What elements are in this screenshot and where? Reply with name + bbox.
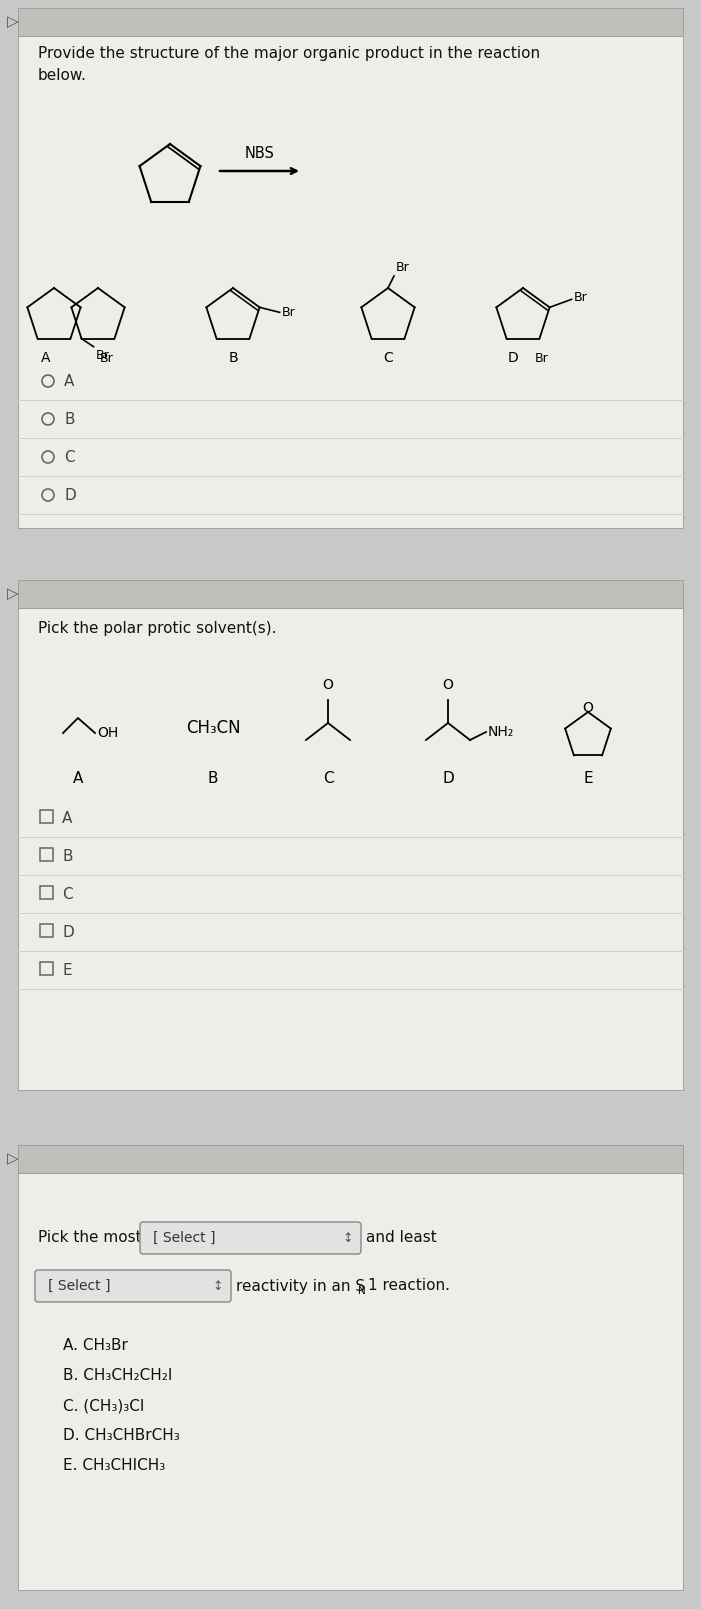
Text: Br: Br — [396, 261, 410, 274]
Text: C: C — [322, 771, 333, 787]
Text: B: B — [64, 412, 74, 426]
Text: A: A — [73, 771, 83, 787]
FancyBboxPatch shape — [35, 1270, 231, 1302]
Text: A: A — [62, 811, 72, 825]
Text: C. (CH₃)₃CI: C. (CH₃)₃CI — [63, 1398, 144, 1413]
Text: Pick the most: Pick the most — [38, 1231, 142, 1245]
Bar — [18, 579, 683, 608]
Bar — [40, 848, 53, 861]
Bar — [40, 887, 53, 899]
Text: C: C — [383, 351, 393, 365]
Text: B. CH₃CH₂CH₂I: B. CH₃CH₂CH₂I — [63, 1369, 172, 1384]
Bar — [18, 1173, 683, 1590]
Text: Provide the structure of the major organic product in the reaction: Provide the structure of the major organ… — [38, 47, 540, 61]
Text: ▷: ▷ — [7, 1152, 19, 1167]
Text: OH: OH — [97, 726, 118, 740]
Text: E: E — [62, 962, 72, 978]
Text: NH₂: NH₂ — [488, 726, 515, 739]
Text: ▷: ▷ — [7, 587, 19, 602]
Text: and least: and least — [366, 1231, 437, 1245]
Text: A: A — [64, 373, 74, 388]
Bar — [18, 35, 683, 528]
Text: D: D — [64, 488, 76, 502]
Bar — [18, 1146, 683, 1173]
Bar — [40, 809, 53, 822]
Text: CH₃CN: CH₃CN — [186, 719, 240, 737]
Text: C: C — [64, 449, 74, 465]
Text: Br: Br — [282, 306, 295, 319]
Text: ▷: ▷ — [7, 14, 19, 29]
Text: O: O — [322, 677, 334, 692]
Text: D: D — [442, 771, 454, 787]
Text: B: B — [207, 771, 218, 787]
Text: O: O — [442, 677, 454, 692]
Bar — [18, 608, 683, 1089]
Text: N: N — [358, 1286, 366, 1295]
Text: 1 reaction.: 1 reaction. — [368, 1279, 450, 1294]
Text: D: D — [508, 351, 518, 365]
FancyBboxPatch shape — [140, 1221, 361, 1253]
Text: A: A — [41, 351, 50, 365]
Text: ↕: ↕ — [342, 1231, 353, 1244]
Text: Pick the polar protic solvent(s).: Pick the polar protic solvent(s). — [38, 621, 276, 636]
Text: Br: Br — [535, 352, 549, 365]
Text: E. CH₃CHICH₃: E. CH₃CHICH₃ — [63, 1458, 165, 1474]
Text: C: C — [62, 887, 73, 901]
Text: Br: Br — [95, 349, 109, 362]
Text: [ Select ]: [ Select ] — [48, 1279, 111, 1294]
Text: [ Select ]: [ Select ] — [153, 1231, 215, 1245]
Text: O: O — [583, 702, 594, 714]
Text: A. CH₃Br: A. CH₃Br — [63, 1339, 128, 1353]
Text: D. CH₃CHBrCH₃: D. CH₃CHBrCH₃ — [63, 1429, 179, 1443]
Text: B: B — [62, 848, 72, 864]
Bar — [18, 8, 683, 35]
Text: D: D — [62, 925, 74, 940]
Text: below.: below. — [38, 68, 87, 84]
Bar — [40, 962, 53, 975]
Bar — [40, 924, 53, 936]
Text: Br: Br — [100, 352, 114, 365]
Text: NBS: NBS — [245, 146, 274, 161]
Text: reactivity in an S: reactivity in an S — [236, 1279, 365, 1294]
Text: B: B — [229, 351, 238, 365]
Text: Br: Br — [573, 291, 587, 304]
Text: E: E — [583, 771, 593, 787]
Text: ↕: ↕ — [212, 1279, 222, 1292]
